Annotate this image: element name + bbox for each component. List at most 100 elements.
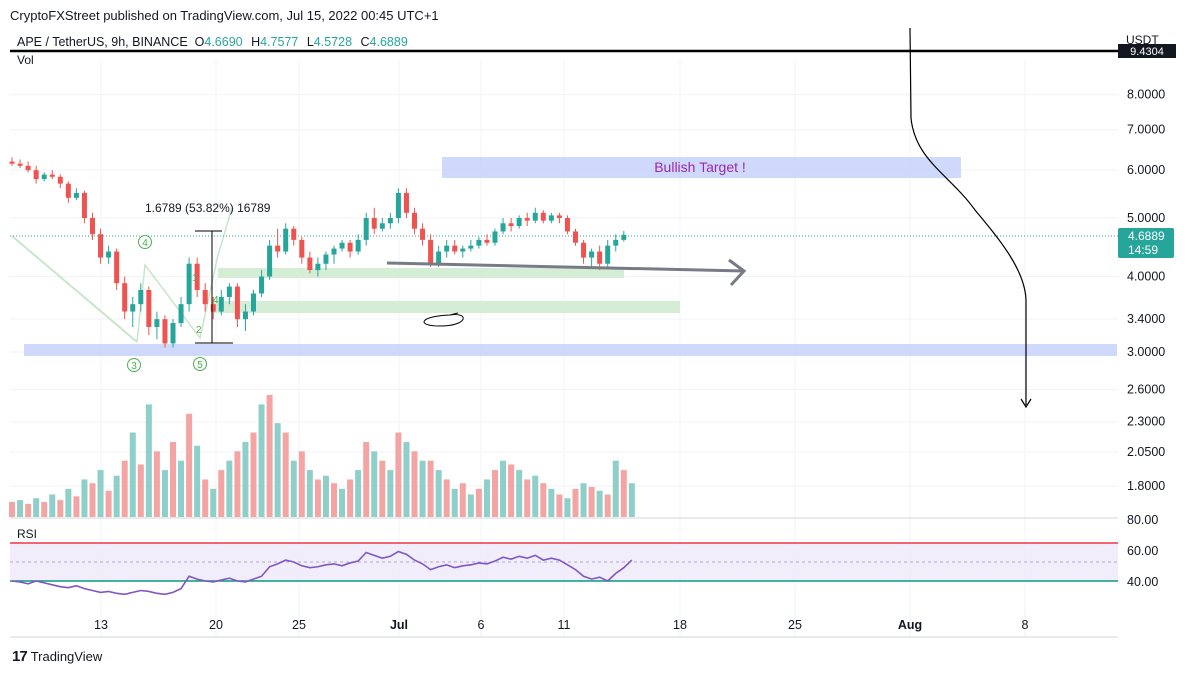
candle-body xyxy=(210,304,216,312)
time-tick-label: Jul xyxy=(390,618,408,632)
loop-annotation[interactable] xyxy=(423,312,464,327)
volume-bar xyxy=(475,488,482,517)
candle-body xyxy=(154,319,160,327)
candle-body xyxy=(218,296,224,312)
volume-bar xyxy=(419,460,426,517)
candle-body xyxy=(597,251,603,264)
volume-pane-label[interactable]: Vol xyxy=(17,53,34,67)
candle-body xyxy=(444,245,450,252)
volume-bar xyxy=(25,503,32,517)
currency-label[interactable]: USDT xyxy=(1126,33,1159,47)
demand-zone[interactable] xyxy=(24,344,1117,356)
current-price-badge xyxy=(1118,228,1174,258)
price-axis[interactable]: 8.0000 7.0000 6.0000 5.0000 4.0000 3.4000 3.00… xyxy=(1127,88,1165,589)
wave-label-2[interactable]: 2 xyxy=(196,325,202,336)
candle-body xyxy=(371,218,377,229)
volume-bar xyxy=(347,479,354,517)
volume-bar xyxy=(492,470,498,517)
volume-bar xyxy=(17,500,24,517)
rsi-tick-label: 80.00 xyxy=(1127,513,1158,527)
time-axis[interactable]: 13 20 25 Jul 6 11 18 25 Aug 8 xyxy=(94,618,1028,632)
volume-bar xyxy=(274,423,281,517)
candle-body xyxy=(484,239,490,243)
candle-body xyxy=(508,223,514,226)
top-price-text: 9.4304 xyxy=(1130,46,1164,58)
volume-bar xyxy=(403,441,410,517)
price-tick-label: 2.6000 xyxy=(1127,383,1165,397)
support-zone-upper[interactable] xyxy=(218,268,624,278)
volume-bar xyxy=(467,494,474,517)
volume-bar xyxy=(49,494,56,517)
candle-body xyxy=(81,192,87,218)
volume-bar xyxy=(548,488,555,517)
volume-bars xyxy=(9,395,635,517)
price-tick-label: 3.0000 xyxy=(1127,345,1165,359)
candle-body xyxy=(420,228,426,240)
wave-label-1[interactable]: 1 xyxy=(192,273,198,284)
hand-drawn-forecast-path[interactable] xyxy=(909,27,1027,405)
symbol-name[interactable]: APE / TetherUS, 9h, BINANCE xyxy=(17,35,188,49)
countdown-text: 14:59 xyxy=(1128,243,1158,257)
candle-body xyxy=(242,311,248,320)
publisher-credit: CryptoFXStreet published on TradingView.… xyxy=(10,8,439,23)
candle-body xyxy=(65,183,71,198)
candle-body xyxy=(468,245,474,249)
candle-body xyxy=(170,323,176,344)
wave-label-5[interactable]: 5 xyxy=(193,357,207,372)
volume-bar xyxy=(524,479,531,517)
candle-body xyxy=(106,251,112,258)
candle-body xyxy=(130,304,136,312)
volume-bar xyxy=(105,490,112,517)
candle-body xyxy=(363,218,369,240)
candle-body xyxy=(73,192,79,198)
candle-body xyxy=(122,283,128,312)
time-tick-label: Aug xyxy=(898,618,922,632)
rsi-line xyxy=(11,550,633,596)
price-tick-label: 5.0000 xyxy=(1127,211,1165,225)
rsi-pane-label[interactable]: RSI xyxy=(17,527,38,541)
volume-bar xyxy=(572,488,579,517)
volume-bar xyxy=(250,432,257,517)
price-tick-label: 3.4000 xyxy=(1127,312,1165,326)
volume-bar xyxy=(202,479,209,517)
candle-body xyxy=(186,263,192,305)
rsi-tick-label: 60.00 xyxy=(1127,544,1158,558)
wave-label-3[interactable]: 3 xyxy=(127,358,141,373)
volume-bar xyxy=(314,479,321,517)
wave-trendline[interactable] xyxy=(11,235,138,343)
candle-body xyxy=(9,161,15,164)
symbol-legend[interactable]: APE / TetherUS, 9h, BINANCE O4.6690 H4.7… xyxy=(17,35,413,49)
volume-bar xyxy=(186,413,193,517)
high-label: H xyxy=(251,35,261,49)
volume-bar xyxy=(363,441,370,517)
volume-bar xyxy=(73,496,80,517)
candle-body xyxy=(162,319,168,344)
close-label: C xyxy=(360,35,370,49)
candle-body xyxy=(267,245,273,277)
price-tick-label: 7.0000 xyxy=(1127,123,1165,137)
support-zone-lower[interactable] xyxy=(214,301,680,313)
candle-body xyxy=(315,263,321,271)
time-tick-label: 18 xyxy=(673,618,687,632)
candle-body xyxy=(90,218,95,235)
candle-body xyxy=(33,170,39,180)
bullish-target-zone[interactable] xyxy=(442,157,961,178)
volume-bar xyxy=(556,494,563,517)
time-tick-label: 25 xyxy=(788,618,802,632)
tradingview-logo[interactable]: 17 TradingView xyxy=(12,648,102,665)
wave-label-4b[interactable]: 4 xyxy=(213,295,219,306)
candle-body xyxy=(202,289,208,305)
projection-arrow[interactable] xyxy=(386,261,745,273)
candle-body xyxy=(395,192,401,218)
candle-body xyxy=(57,176,63,184)
candle-body xyxy=(436,251,442,264)
candle-body xyxy=(613,239,619,246)
volume-bar xyxy=(596,490,603,517)
volume-bar xyxy=(57,500,64,517)
candle-body xyxy=(556,215,562,218)
volume-bar xyxy=(226,460,233,517)
volume-bar xyxy=(218,470,225,517)
wave-label-4a[interactable]: 4 xyxy=(138,235,152,250)
volume-bar xyxy=(459,483,466,517)
